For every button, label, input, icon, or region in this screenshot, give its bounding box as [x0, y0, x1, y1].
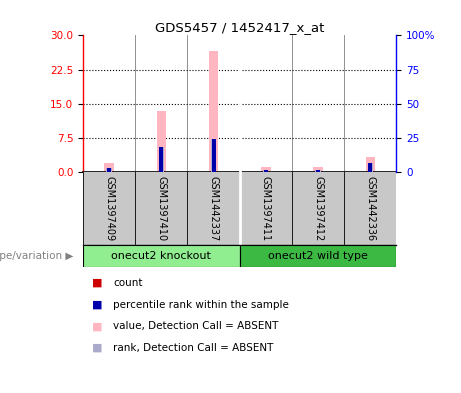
Text: count: count [113, 278, 142, 288]
Bar [211, 139, 216, 172]
Bar [313, 167, 323, 172]
Bar [104, 163, 114, 172]
Bar [159, 171, 164, 172]
Bar [106, 168, 112, 172]
Title: GDS5457 / 1452417_x_at: GDS5457 / 1452417_x_at [155, 21, 325, 34]
Bar [209, 51, 219, 172]
Bar [107, 168, 111, 172]
Bar [157, 110, 166, 172]
Text: GSM1397412: GSM1397412 [313, 176, 323, 241]
Bar [240, 245, 396, 267]
Text: ■: ■ [92, 299, 103, 310]
Bar [159, 147, 164, 172]
Text: GSM1397409: GSM1397409 [104, 176, 114, 241]
Bar [107, 171, 111, 172]
Bar [264, 171, 268, 172]
Bar [315, 170, 321, 172]
Text: onecut2 wild type: onecut2 wild type [268, 251, 368, 261]
Bar [263, 170, 268, 172]
Bar [316, 171, 320, 172]
Bar [366, 158, 375, 172]
Text: ■: ■ [92, 278, 103, 288]
Text: GSM1397411: GSM1397411 [261, 176, 271, 241]
Text: GSM1442336: GSM1442336 [365, 176, 375, 241]
Text: value, Detection Call = ABSENT: value, Detection Call = ABSENT [113, 321, 278, 331]
Text: ■: ■ [92, 321, 103, 331]
Bar [316, 170, 320, 172]
Text: percentile rank within the sample: percentile rank within the sample [113, 299, 289, 310]
Text: onecut2 knockout: onecut2 knockout [112, 251, 211, 261]
Text: GSM1442337: GSM1442337 [208, 176, 219, 241]
Bar [261, 167, 271, 172]
Text: rank, Detection Call = ABSENT: rank, Detection Call = ABSENT [113, 343, 273, 353]
Bar [368, 163, 372, 172]
Bar [83, 245, 240, 267]
Bar [159, 147, 164, 172]
Text: genotype/variation ▶: genotype/variation ▶ [0, 251, 74, 261]
Bar [368, 163, 373, 172]
Bar [212, 139, 216, 172]
Text: ■: ■ [92, 343, 103, 353]
Bar [264, 170, 268, 172]
Text: GSM1397410: GSM1397410 [156, 176, 166, 241]
Bar [212, 171, 216, 172]
Bar [368, 171, 372, 172]
